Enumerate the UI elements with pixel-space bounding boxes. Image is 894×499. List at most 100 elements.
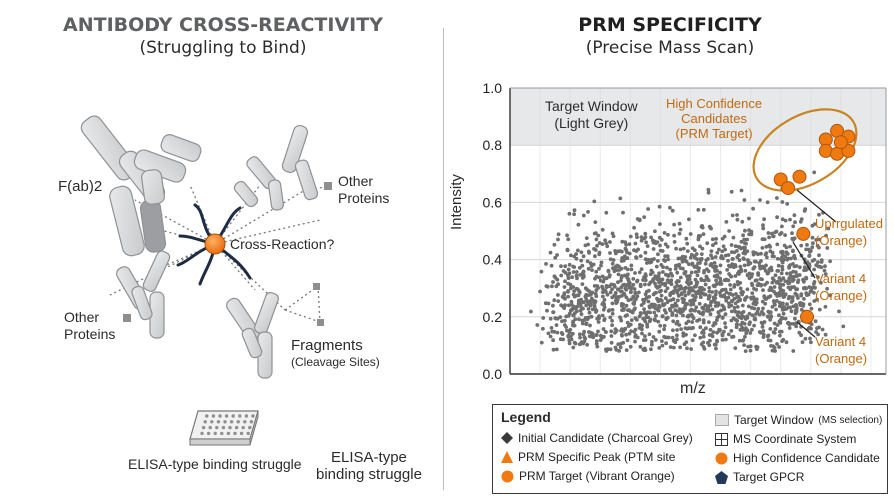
- elisa-well: [231, 414, 235, 418]
- scatter-point: [747, 271, 752, 276]
- scatter-point: [668, 267, 672, 272]
- scatter-point: [625, 256, 630, 260]
- annotation-target-window: Target Window (Light Grey): [545, 98, 638, 131]
- scatter-point: [595, 243, 599, 248]
- scatter-point: [793, 291, 798, 296]
- scatter-point: [689, 286, 694, 290]
- scatter-point: [602, 298, 607, 302]
- scatter-point: [732, 283, 737, 287]
- scatter-point: [594, 269, 599, 274]
- scatter-point: [789, 285, 794, 290]
- scatter-point: [731, 257, 735, 261]
- scatter-point: [634, 232, 639, 237]
- scatter-point: [788, 273, 793, 278]
- scatter-point: [624, 248, 629, 253]
- scatter-point: [673, 267, 678, 271]
- scatter-point: [791, 322, 796, 326]
- scatter-point: [702, 278, 707, 283]
- scatter-point: [593, 299, 598, 304]
- scatter-point: [768, 245, 772, 249]
- scatter-point: [635, 278, 640, 283]
- scatter-point: [812, 290, 816, 295]
- scatter-point: [769, 287, 774, 291]
- scatter-point: [700, 246, 705, 251]
- scatter-point: [698, 335, 703, 340]
- scatter-point: [629, 263, 634, 268]
- y-tick-label: 0.2: [483, 309, 503, 325]
- scatter-point: [721, 305, 726, 309]
- scatter-point: [587, 330, 591, 334]
- scatter-point: [665, 244, 670, 249]
- scatter-point: [655, 307, 660, 312]
- scatter-point: [746, 258, 750, 262]
- scatter-point: [657, 329, 662, 334]
- scatter-point: [699, 278, 704, 283]
- scatter-point: [781, 292, 786, 296]
- scatter-point: [749, 305, 754, 310]
- legend-item-specific-peak: PRM Specific Peak (PTM site: [501, 450, 675, 464]
- elisa-caption: ELISA-type binding struggle: [128, 456, 302, 472]
- scatter-point: [817, 253, 821, 258]
- scatter-point: [771, 234, 775, 239]
- elisa-well: [234, 425, 239, 430]
- scatter-point: [708, 312, 713, 317]
- scatter-point: [723, 321, 727, 325]
- scatter-point: [665, 286, 670, 291]
- scatter-point: [575, 309, 579, 314]
- scatter-point: [791, 262, 795, 266]
- scatter-point: [590, 268, 594, 272]
- scatter-point: [706, 306, 710, 310]
- scatter-point: [731, 264, 735, 269]
- y-tick-label: 1.0: [483, 80, 503, 96]
- scatter-point: [724, 220, 729, 224]
- scatter-point: [669, 282, 674, 287]
- scatter-point: [626, 298, 631, 303]
- scatter-point: [652, 310, 657, 315]
- scatter-point: [698, 291, 703, 296]
- scatter-point: [663, 296, 668, 301]
- scatter-point: [768, 338, 773, 343]
- scatter-point: [617, 294, 622, 299]
- scatter-point: [566, 267, 571, 272]
- scatter-point: [734, 292, 738, 296]
- scatter-point: [738, 327, 743, 332]
- elisa-well: [213, 431, 217, 436]
- scatter-point: [811, 241, 815, 246]
- scatter-point: [744, 331, 749, 336]
- scatter-point: [597, 266, 601, 271]
- scatter-point: [621, 340, 626, 345]
- scatter-point: [817, 307, 822, 312]
- scatter-point: [761, 223, 765, 228]
- scatter-point: [677, 323, 682, 327]
- scatter-point: [778, 333, 782, 338]
- scatter-point: [667, 307, 672, 311]
- scatter-point: [805, 243, 809, 247]
- scatter-point: [741, 338, 746, 342]
- scatter-point: [735, 249, 739, 253]
- scatter-point: [682, 271, 687, 276]
- elisa-well: [210, 420, 214, 424]
- scatter-point: [656, 319, 661, 324]
- scatter-point: [639, 303, 644, 307]
- scatter-point: [556, 237, 560, 242]
- elisa-well: [249, 420, 254, 424]
- scatter-point: [727, 301, 731, 306]
- scatter-point: [791, 304, 796, 309]
- scatter-point: [750, 327, 754, 332]
- scatter-point: [700, 285, 704, 290]
- scatter-point: [548, 316, 553, 321]
- scatter-point: [748, 261, 752, 266]
- scatter-point: [730, 299, 735, 304]
- scatter-point: [813, 319, 818, 324]
- elisa-well: [244, 414, 249, 418]
- scatter-point: [606, 309, 611, 313]
- scatter-point: [610, 311, 615, 316]
- scatter-point: [662, 258, 666, 262]
- scatter-point: [696, 208, 701, 212]
- scatter-point: [785, 202, 790, 206]
- scatter-point: [799, 243, 804, 248]
- scatter-point: [604, 276, 609, 281]
- label-fragments: Fragments: [291, 337, 363, 354]
- scatter-point: [662, 302, 667, 306]
- scatter-point: [756, 272, 761, 277]
